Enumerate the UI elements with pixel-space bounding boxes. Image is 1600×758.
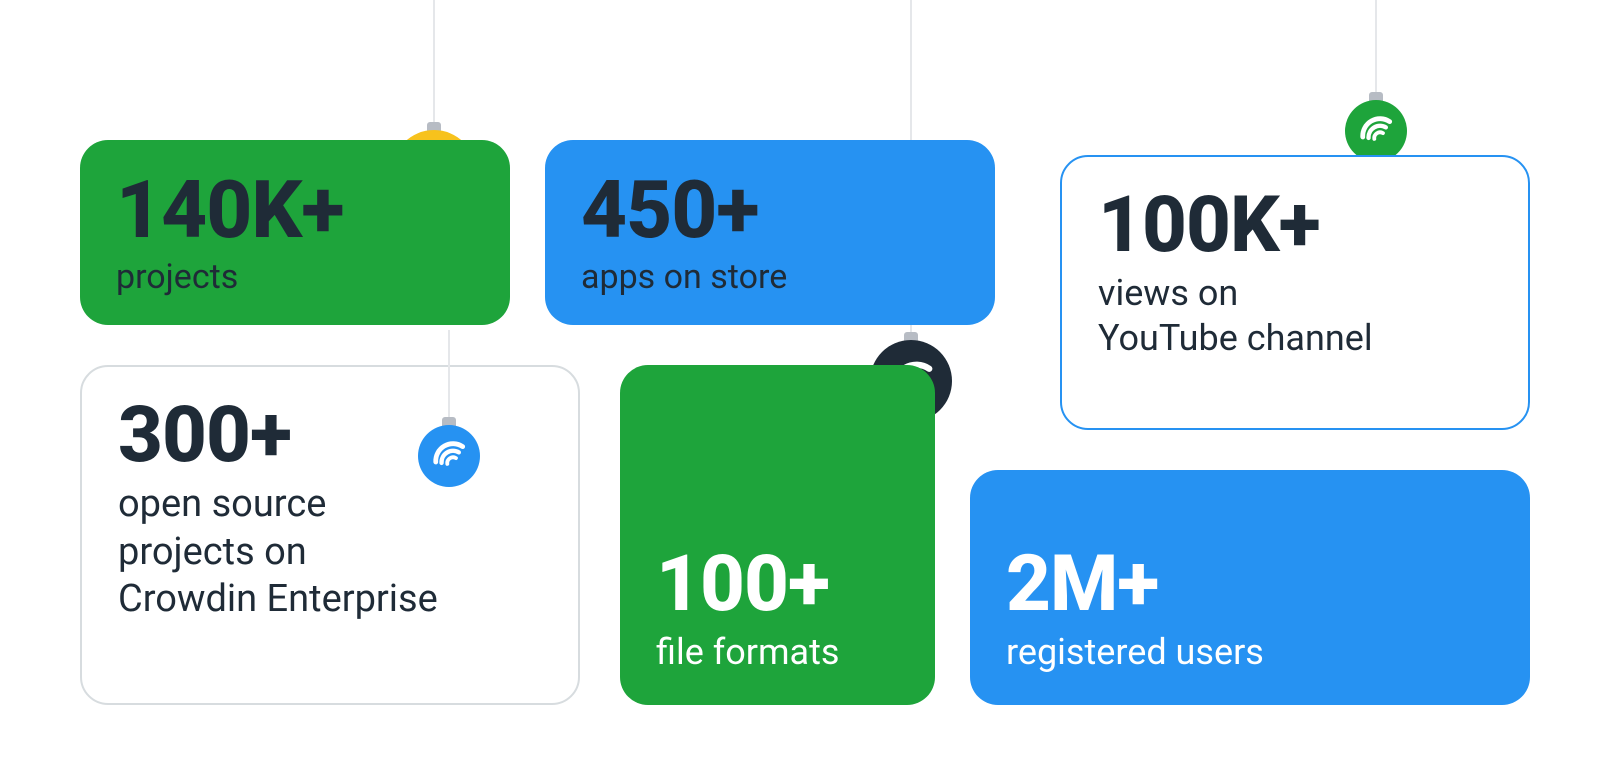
- ornament-ball-icon: [418, 425, 480, 487]
- stat-label: registered users: [1006, 630, 1264, 675]
- stat-card-youtube: 100K+ views on YouTube channel: [1060, 155, 1530, 430]
- stat-value: 100+: [656, 546, 839, 624]
- stat-card-opensource: 300+ open source projects on Crowdin Ent…: [80, 365, 580, 705]
- stat-card-formats: 100+ file formats: [620, 365, 935, 705]
- stat-label: projects: [116, 256, 474, 299]
- stat-card-users: 2M+ registered users: [970, 470, 1530, 705]
- stat-value: 450+: [581, 170, 959, 250]
- stat-value: 100K+: [1098, 187, 1492, 265]
- stat-label: apps on store: [581, 256, 959, 299]
- ornament-string: [433, 0, 435, 122]
- ornament-string: [448, 330, 450, 420]
- ornament-string: [1375, 0, 1377, 92]
- stat-label: views on YouTube channel: [1098, 271, 1492, 361]
- stat-value: 2M+: [1006, 546, 1264, 624]
- stat-card-apps: 450+ apps on store: [545, 140, 995, 325]
- stat-label: file formats: [656, 630, 839, 675]
- stat-label: open source projects on Crowdin Enterpri…: [118, 481, 542, 624]
- stat-value: 140K+: [116, 170, 474, 250]
- stat-card-projects: 140K+ projects: [80, 140, 510, 325]
- ornament-ball-icon: [1345, 100, 1407, 162]
